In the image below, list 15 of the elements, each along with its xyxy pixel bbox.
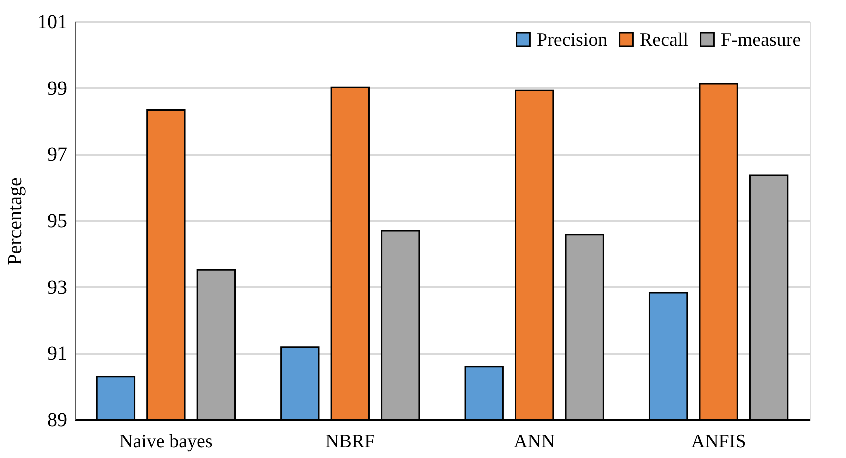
x-tick-label: NBRF <box>326 432 376 452</box>
x-tick-label: ANFIS <box>691 432 746 452</box>
legend-label: Precision <box>537 30 608 51</box>
x-tick-label: ANN <box>514 432 556 452</box>
y-tick-label: 101 <box>38 12 68 34</box>
legend-label: F-measure <box>721 30 802 51</box>
legend-label: Recall <box>640 30 689 51</box>
y-axis-title: Percentage <box>4 178 26 266</box>
y-tick-label: 95 <box>48 210 68 232</box>
y-tick-label: 99 <box>48 78 68 100</box>
y-tick-label: 97 <box>48 144 68 166</box>
y-tick-label: 89 <box>48 410 68 432</box>
y-tick-label: 91 <box>48 343 68 366</box>
x-tick-label: Naive bayes <box>119 432 213 452</box>
y-tick-label: 93 <box>48 276 68 299</box>
